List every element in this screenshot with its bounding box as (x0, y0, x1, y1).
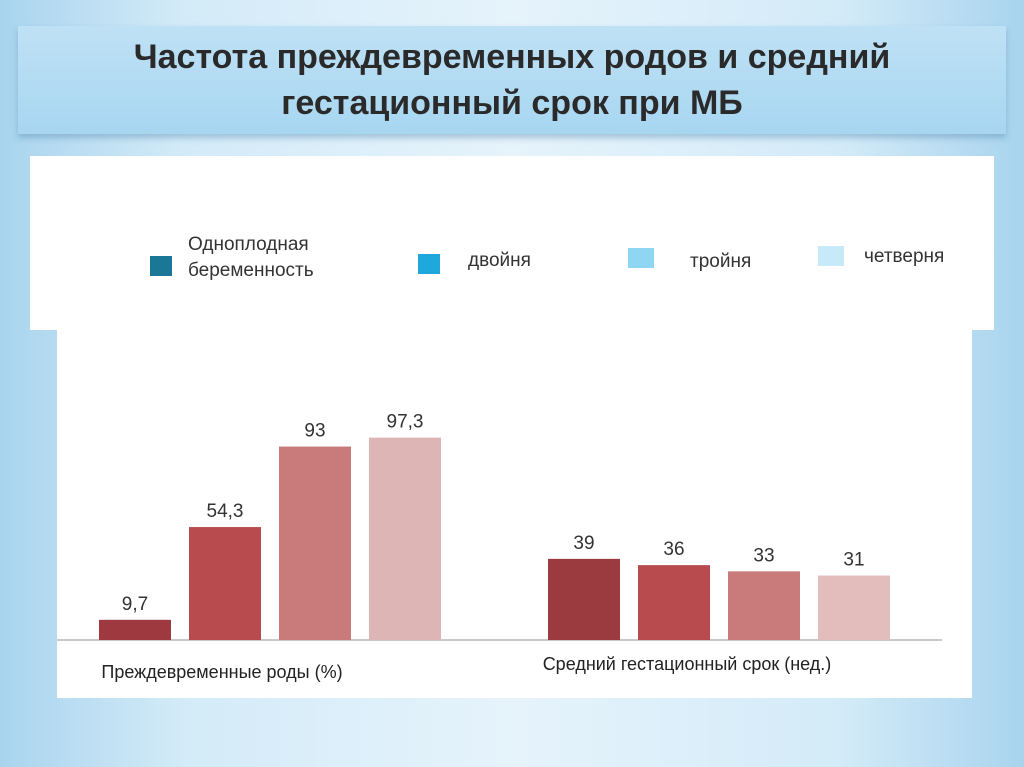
bar-gestation-1 (548, 558, 620, 640)
value-label-gestation-4: 31 (843, 550, 864, 571)
legend-item-twins: двойня (418, 250, 531, 274)
legend-item-quadruplets: четверня (818, 246, 944, 270)
legend-swatch-quadruplets (818, 246, 844, 266)
value-label-gestation-1: 39 (573, 533, 594, 554)
slide-title: Частота преждевременных родов и средний … (133, 38, 891, 122)
bar-preterm-1 (99, 619, 171, 640)
legend-swatch-single (150, 256, 172, 276)
category-label-gestation: Средний гестационный срок (нед.) (542, 654, 832, 674)
bar-chart: 9,7 54,3 93 97,3 39 36 33 31 (57, 412, 942, 641)
value-label-preterm-2: 54,3 (207, 501, 244, 522)
bar-preterm-2 (189, 527, 261, 640)
bar-preterm-3 (279, 446, 351, 640)
legend-item-triplets: тройня (628, 248, 751, 275)
value-label-preterm-4: 97,3 (387, 412, 424, 433)
bar-gestation-3 (728, 571, 800, 640)
legend-label-single: Одноплодная беременность (188, 234, 314, 281)
value-label-gestation-2: 36 (663, 539, 684, 560)
legend-swatch-twins (418, 254, 440, 274)
legend-swatch-triplets (628, 248, 654, 268)
title-banner: Частота преждевременных родов и средний … (18, 26, 1006, 134)
value-label-gestation-3: 33 (753, 545, 774, 566)
bar-gestation-4 (818, 575, 890, 640)
value-label-preterm-1: 9,7 (122, 594, 148, 615)
chart-panel: 9,7 54,3 93 97,3 39 36 33 31 Преждевременные ро… (57, 330, 972, 698)
legend-label-triplets: тройня (690, 251, 752, 272)
value-label-preterm-3: 93 (304, 421, 325, 442)
legend-label-twins: двойня (468, 250, 531, 271)
legend-label-quadruplets: четверня (864, 246, 945, 267)
legend-item-single: Одноплодная беременность (150, 232, 348, 284)
legend: Одноплодная беременность двойня тройня ч… (30, 156, 994, 330)
category-label-preterm: Преждевременные роды (%) (101, 662, 343, 682)
bar-gestation-2 (638, 565, 710, 640)
bar-preterm-4 (369, 437, 441, 640)
